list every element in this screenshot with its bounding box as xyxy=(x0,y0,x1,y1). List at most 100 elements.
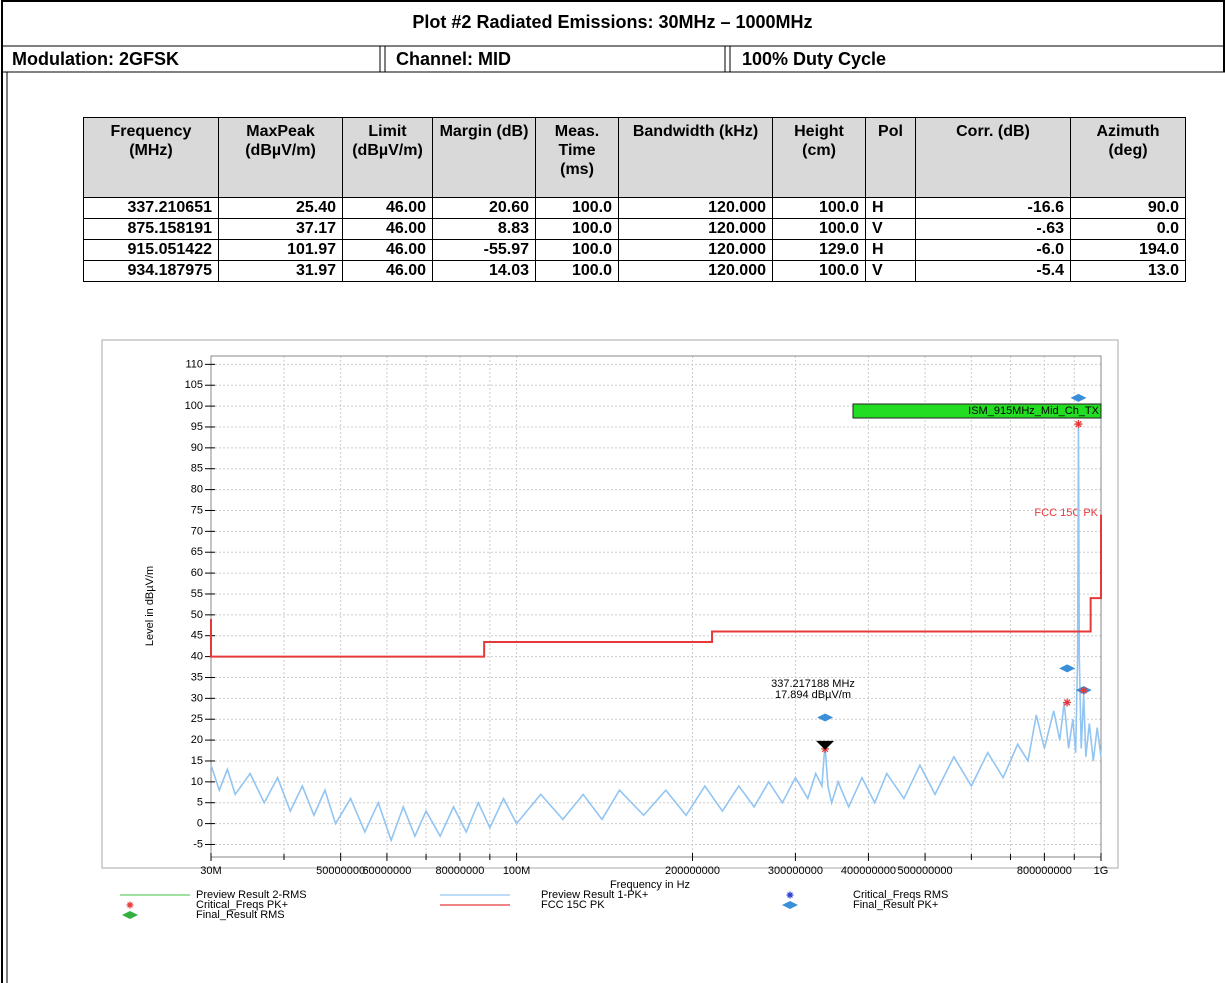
y-tick-label: 110 xyxy=(185,358,203,370)
legend-swatch xyxy=(122,911,138,919)
column-header: Pol xyxy=(865,117,916,198)
y-tick-label: 35 xyxy=(191,671,203,683)
y-tick-label: 105 xyxy=(185,379,203,391)
cell: 120.000 xyxy=(618,197,773,219)
y-tick-label: 95 xyxy=(191,421,203,433)
cell: 46.00 xyxy=(342,197,433,219)
cell: -16.6 xyxy=(915,197,1071,219)
diamond-marker xyxy=(1059,664,1076,673)
column-header: Corr. (dB) xyxy=(915,117,1071,198)
y-tick-label: 100 xyxy=(185,400,203,412)
cell: -5.4 xyxy=(915,260,1071,282)
marker-label: 337.217188 MHz xyxy=(771,678,855,690)
x-tick-label: 300000000 xyxy=(768,865,823,877)
test-label: ISM_915MHz_Mid_Ch_TX xyxy=(968,405,1099,417)
legend-swatch xyxy=(786,891,794,899)
cell: H xyxy=(865,239,916,261)
x-tick-label: 1G xyxy=(1094,865,1109,877)
cell: 100.0 xyxy=(772,197,866,219)
asterisk-marker xyxy=(1063,698,1072,707)
asterisk-marker xyxy=(1074,420,1083,429)
y-tick-label: 60 xyxy=(191,567,203,579)
cell: 100.0 xyxy=(535,218,619,240)
y-tick-label: 30 xyxy=(191,692,203,704)
cell: 20.60 xyxy=(432,197,536,219)
cell: H xyxy=(865,197,916,219)
cell: 194.0 xyxy=(1070,239,1186,261)
cell: 100.0 xyxy=(535,260,619,282)
cell: 100% Duty Cycle xyxy=(742,49,887,69)
marker-triangle xyxy=(816,740,835,750)
x-tick-label: 500000000 xyxy=(898,865,953,877)
cell: -55.97 xyxy=(432,239,536,261)
cell: 37.17 xyxy=(218,218,343,240)
y-tick-label: 15 xyxy=(191,755,203,767)
cell: 100.0 xyxy=(772,260,866,282)
legend-swatch xyxy=(782,901,798,909)
cell: 46.00 xyxy=(342,260,433,282)
x-axis-title: Frequency in Hz xyxy=(610,879,690,891)
legend-label: Preview Result 2-RMS xyxy=(196,889,307,901)
cell: -6.0 xyxy=(915,239,1071,261)
row: 915.051422 101.97 46.00 -55.97 100.0 120.000 1… xyxy=(83,239,1186,261)
legend-label: FCC 15C PK xyxy=(541,899,605,911)
y-tick-label: 90 xyxy=(191,442,203,454)
asterisk-marker xyxy=(1079,686,1088,695)
legend-label: Final_Result RMS xyxy=(196,909,285,921)
cell: 337.210651 xyxy=(83,197,219,219)
cell: 100.0 xyxy=(772,218,866,240)
column-header: Frequency (MHz) xyxy=(83,117,219,198)
row: 337.210651 25.40 46.00 20.60 100.0 120.000 100… xyxy=(83,197,1186,219)
legend-label: Preview Result 1-PK+ xyxy=(541,889,648,901)
results-table: Frequency (MHz) MaxPeak (dBµV/m) Limit (dB… xyxy=(83,117,1186,282)
cell: 90.0 xyxy=(1070,197,1186,219)
x-tick-label: 800000000 xyxy=(1017,865,1072,877)
x-tick-label: 80000000 xyxy=(435,865,484,877)
cell: V xyxy=(865,260,916,282)
column-header: Margin (dB) xyxy=(432,117,536,198)
cell: 875.158191 xyxy=(83,218,219,240)
y-tick-label: 55 xyxy=(191,588,203,600)
y-tick-label: 70 xyxy=(191,525,203,537)
y-tick-label: 65 xyxy=(191,546,203,558)
cell: 120.000 xyxy=(618,218,773,240)
limit-label: FCC 15C PK xyxy=(1034,507,1098,519)
cell: 129.0 xyxy=(772,239,866,261)
diamond-marker xyxy=(1070,393,1087,402)
column-header: Limit (dBµV/m) xyxy=(342,117,433,198)
x-tick-label: 400000000 xyxy=(841,865,896,877)
cell: 120.000 xyxy=(618,239,773,261)
cell: -.63 xyxy=(915,218,1071,240)
column-header: Meas. Time (ms) xyxy=(535,117,619,198)
y-tick-label: 50 xyxy=(191,609,203,621)
diamond-marker xyxy=(817,713,834,722)
x-tick-label: 100M xyxy=(503,865,531,877)
cell: Modulation: 2GFSK xyxy=(12,49,179,69)
y-tick-label: 5 xyxy=(197,797,203,809)
x-tick-label: 200000000 xyxy=(665,865,720,877)
x-tick-label: 60000000 xyxy=(362,865,411,877)
y-tick-label: 75 xyxy=(191,504,203,516)
y-tick-label: 0 xyxy=(197,818,203,830)
test-label-box xyxy=(852,403,1102,419)
cell: 31.97 xyxy=(218,260,343,282)
legend-swatch xyxy=(126,901,134,909)
y-tick-label: 20 xyxy=(191,734,203,746)
column-header: Height (cm) xyxy=(772,117,866,198)
cell: 915.051422 xyxy=(83,239,219,261)
grid xyxy=(210,356,1102,857)
y-axis-title: Level in dBµV/m xyxy=(144,566,156,646)
cell: 13.0 xyxy=(1070,260,1186,282)
cell: V xyxy=(865,218,916,240)
y-tick-label: 45 xyxy=(191,630,203,642)
y-tick-label: 40 xyxy=(191,651,203,663)
title: Plot #2 Radiated Emissions: 30MHz – 1000… xyxy=(412,12,813,32)
cell: 100.0 xyxy=(535,239,619,261)
y-tick-label: 10 xyxy=(191,776,203,788)
x-tick-label: 30M xyxy=(200,865,221,877)
cell: 14.03 xyxy=(432,260,536,282)
y-tick-label: -5 xyxy=(193,838,203,850)
series-line xyxy=(210,514,1102,658)
x-tick-label: 50000000 xyxy=(316,865,365,877)
column-header: Bandwidth (kHz) xyxy=(618,117,773,198)
